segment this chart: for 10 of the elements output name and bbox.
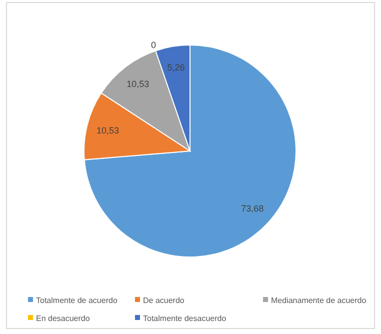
data-label: 10,53 [126,79,150,90]
data-label: 10,53 [96,125,120,136]
legend-label: Totalmente desacuerdo [143,314,227,323]
data-label: 73,68 [241,204,264,214]
data-label: 5,26 [167,62,185,73]
legend-label: En desacuerdo [36,314,90,323]
text: 0 [151,40,156,50]
legend-label: De acuerdo [143,296,185,305]
legend-label: Medianamente de acuerdo [271,296,367,305]
legend-label: Totalmente de acuerdo [36,296,118,305]
